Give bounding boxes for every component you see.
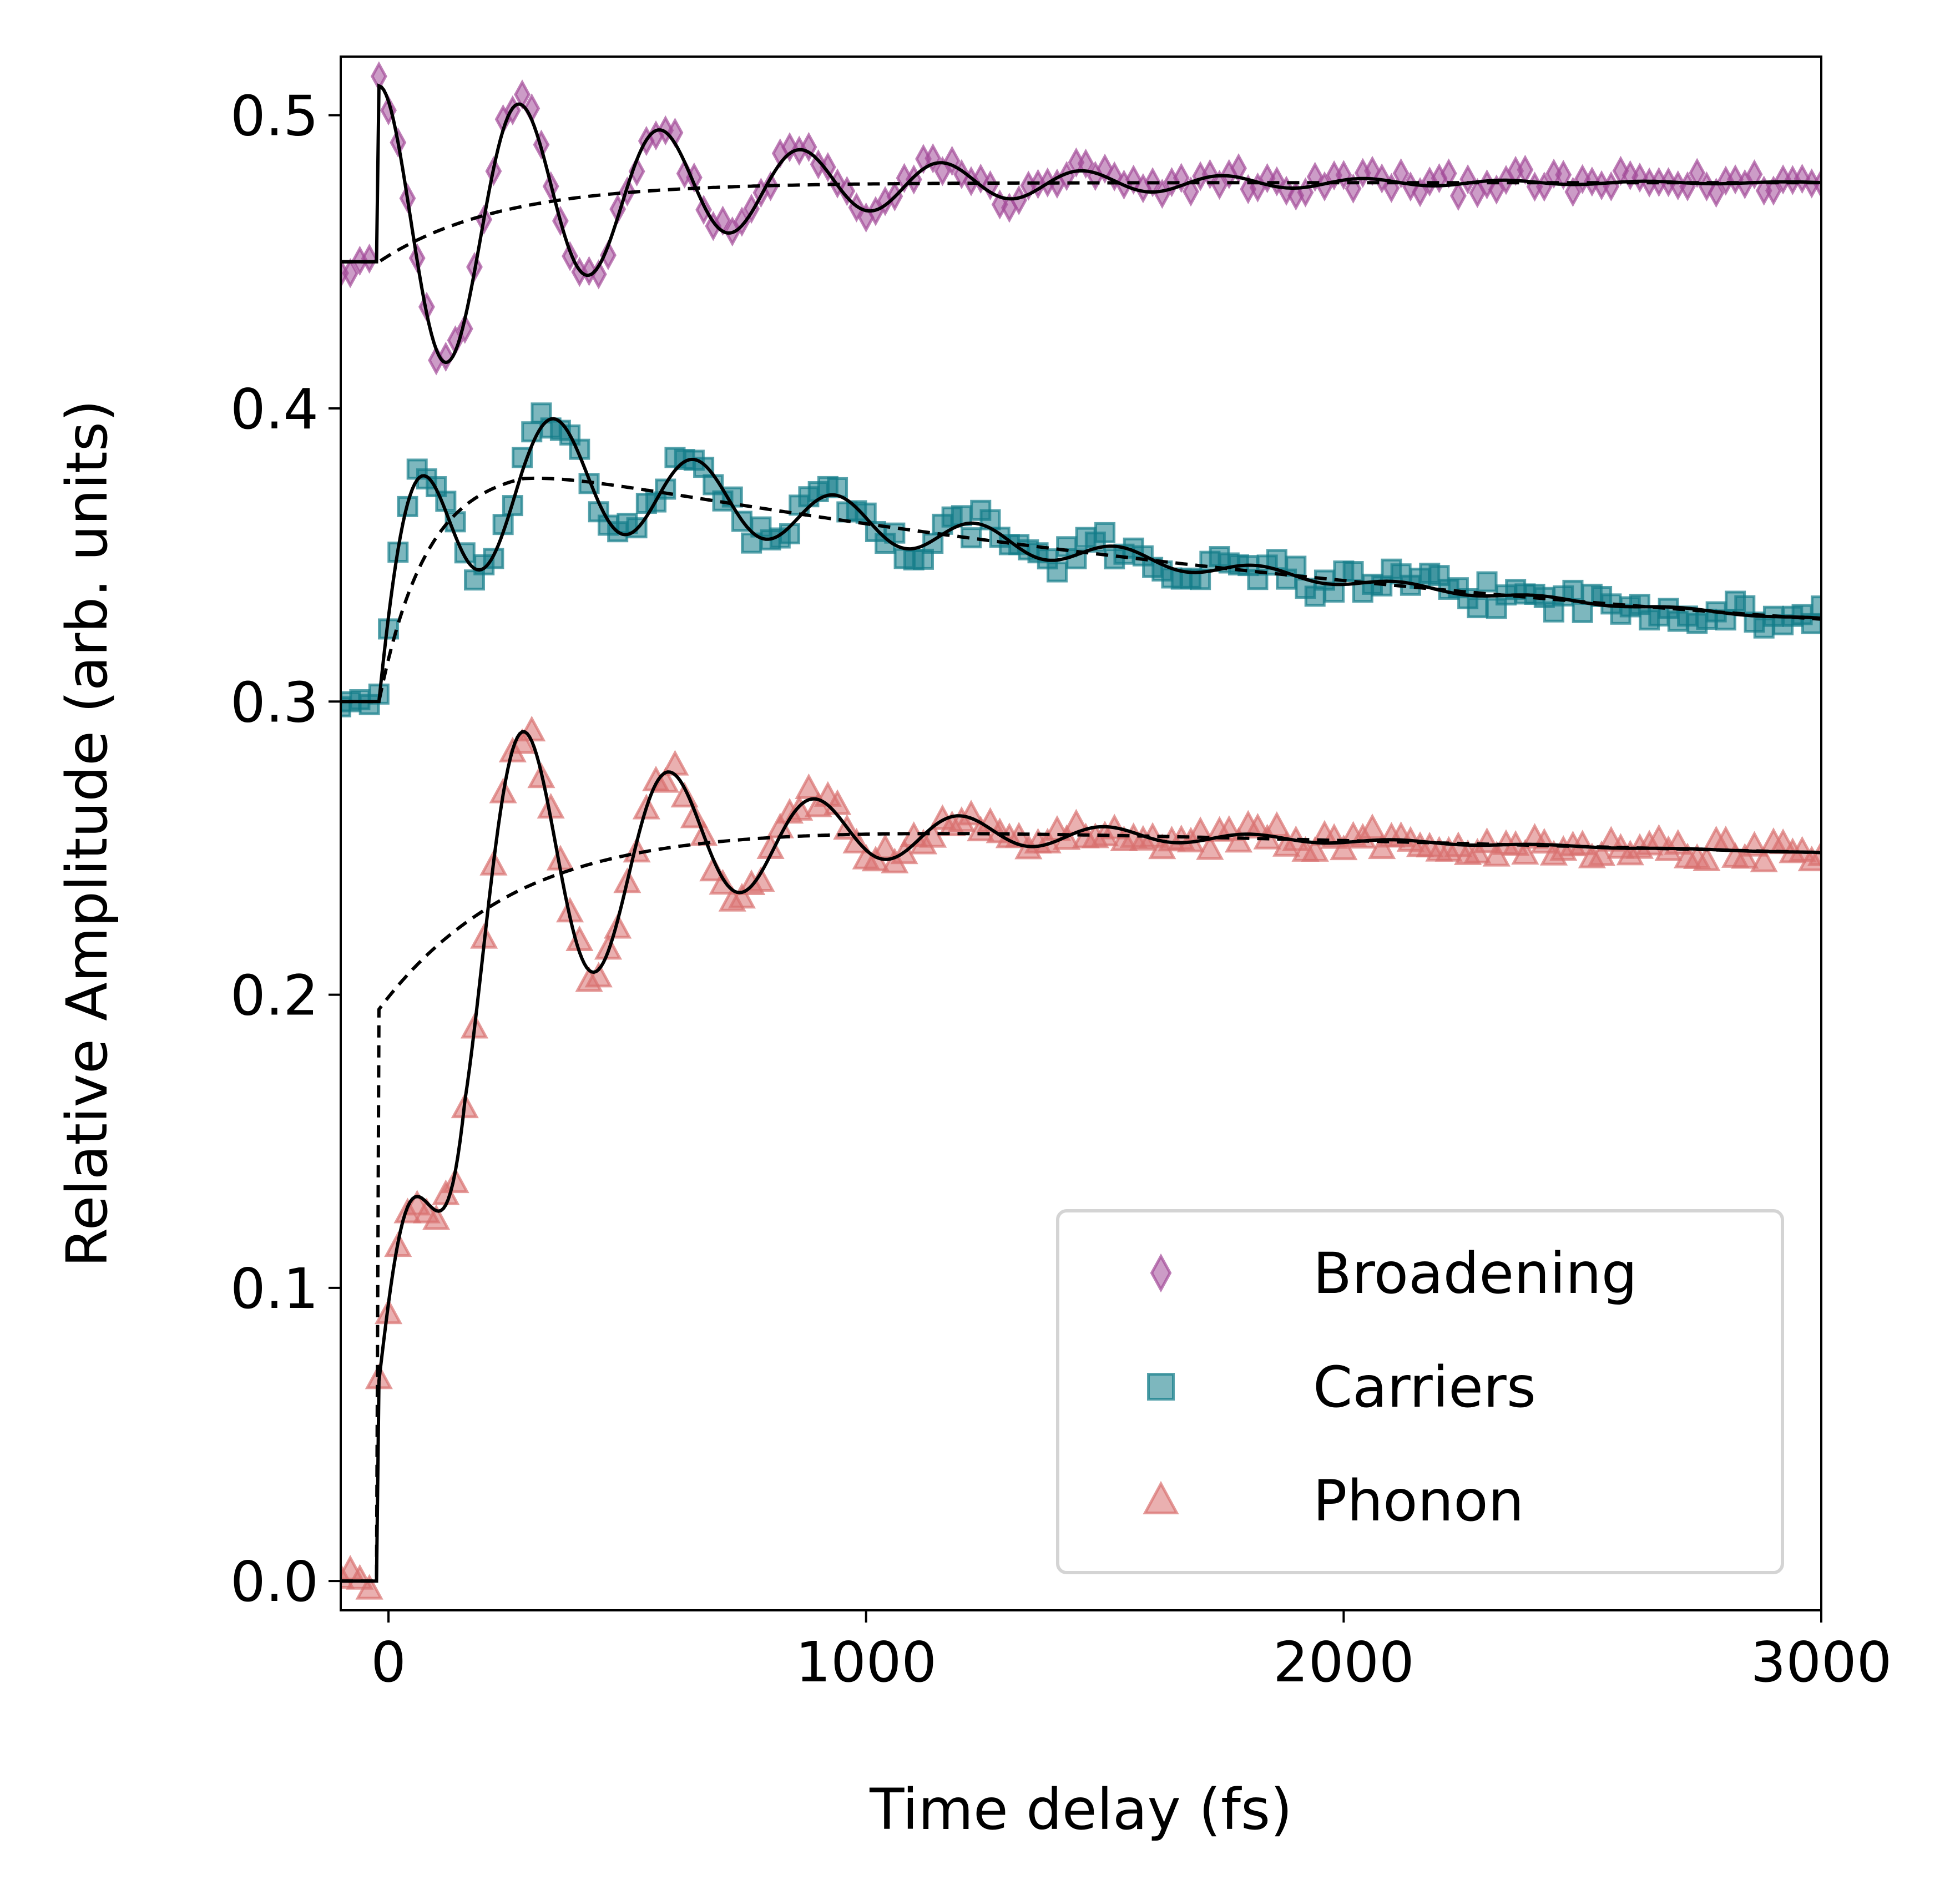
data-point-phonon xyxy=(441,1167,469,1194)
data-point-phonon xyxy=(1301,836,1329,862)
data-point-phonon xyxy=(651,767,680,793)
data-point-broadening xyxy=(1077,148,1094,179)
legend-label-broadening: Broadening xyxy=(1313,1241,1637,1307)
x-tick-label: 0 xyxy=(371,1630,406,1695)
x-tick-label: 2000 xyxy=(1273,1630,1415,1695)
data-point-broadening xyxy=(1689,158,1706,188)
x-tick-label: 3000 xyxy=(1751,1630,1892,1695)
x-axis-ticks: 0 1000 2000 3000 xyxy=(371,1610,1892,1695)
data-point-phonon xyxy=(1224,827,1253,853)
data-point-carriers xyxy=(1467,597,1488,619)
data-point-phonon xyxy=(1750,846,1778,872)
envelope-line-phonon xyxy=(341,832,1821,1583)
x-axis-label: Time delay (fs) xyxy=(869,1777,1292,1843)
envelope-line-carriers xyxy=(341,476,1821,704)
data-point-carriers xyxy=(1476,571,1498,593)
data-point-carriers xyxy=(1046,561,1068,583)
legend-marker-phonon xyxy=(1143,1480,1179,1514)
legend-label-carriers: Carriers xyxy=(1313,1355,1536,1421)
data-point-carriers xyxy=(1562,579,1584,601)
data-point-broadening xyxy=(1449,180,1467,211)
data-point-broadening xyxy=(1211,169,1228,200)
data-point-broadening xyxy=(1555,159,1572,190)
data-point-broadening xyxy=(1201,159,1219,190)
data-point-carriers xyxy=(1285,555,1307,577)
x-tick-label: 1000 xyxy=(795,1630,937,1695)
y-tick-label: 0.4 xyxy=(230,377,319,442)
y-tick-label: 0.5 xyxy=(230,84,319,149)
data-point-phonon xyxy=(1196,834,1224,860)
fit-line-broadening xyxy=(341,83,1821,365)
data-point-phonon xyxy=(1588,840,1616,866)
data-point-broadening xyxy=(819,152,836,183)
y-axis-ticks: 0.0 0.1 0.2 0.3 0.4 0.5 xyxy=(230,84,341,1614)
y-tick-label: 0.3 xyxy=(230,670,319,735)
data-point-phonon xyxy=(1731,843,1759,869)
data-point-phonon xyxy=(355,1574,383,1600)
data-point-broadening xyxy=(600,240,617,271)
data-point-broadening xyxy=(1708,178,1725,208)
data-point-broadening xyxy=(1746,159,1763,190)
data-point-carriers xyxy=(1094,522,1116,543)
legend: Broadening Carriers Phonon xyxy=(1056,1209,1784,1574)
data-point-broadening xyxy=(342,258,359,289)
envelope-line-broadening xyxy=(341,181,1821,264)
data-point-phonon xyxy=(728,882,756,909)
data-point-phonon xyxy=(584,962,613,988)
data-point-phonon xyxy=(422,1204,451,1230)
data-point-carriers xyxy=(1811,595,1821,617)
data-point-carriers xyxy=(1572,602,1593,623)
data-point-phonon xyxy=(1358,813,1387,840)
data-point-broadening xyxy=(695,194,713,225)
data-point-phonon xyxy=(1693,845,1721,871)
legend-frame xyxy=(1056,1209,1784,1574)
data-point-carriers xyxy=(1342,561,1364,583)
plot-frame xyxy=(340,55,1822,1611)
data-point-broadening xyxy=(1392,158,1410,189)
y-tick-label: 0.0 xyxy=(230,1549,319,1614)
fit-layer xyxy=(341,83,1821,1583)
data-point-broadening xyxy=(1097,153,1113,184)
legend-marker-carriers xyxy=(1147,1373,1175,1401)
data-point-phonon xyxy=(795,773,823,800)
data-point-broadening xyxy=(905,164,922,195)
y-tick-label: 0.1 xyxy=(230,1256,319,1321)
data-point-phonon xyxy=(604,913,632,939)
y-tick-label: 0.2 xyxy=(230,963,319,1028)
series-broadening xyxy=(341,61,1821,376)
data-point-broadening xyxy=(456,314,473,344)
data-point-carriers xyxy=(1266,549,1287,570)
data-point-broadening xyxy=(934,156,951,186)
data-point-phonon xyxy=(957,800,986,826)
data-point-broadening xyxy=(1765,175,1782,206)
fit-line-phonon xyxy=(341,730,1821,1583)
legend-label-phonon: Phonon xyxy=(1313,1468,1524,1534)
legend-marker-broadening xyxy=(1150,1253,1172,1293)
y-axis-label: Relative Amplitude (arb. units) xyxy=(54,400,120,1267)
data-point-broadening xyxy=(361,243,378,274)
data-point-broadening xyxy=(1459,164,1477,195)
data-point-broadening xyxy=(1182,176,1199,207)
data-point-broadening xyxy=(1230,153,1247,184)
